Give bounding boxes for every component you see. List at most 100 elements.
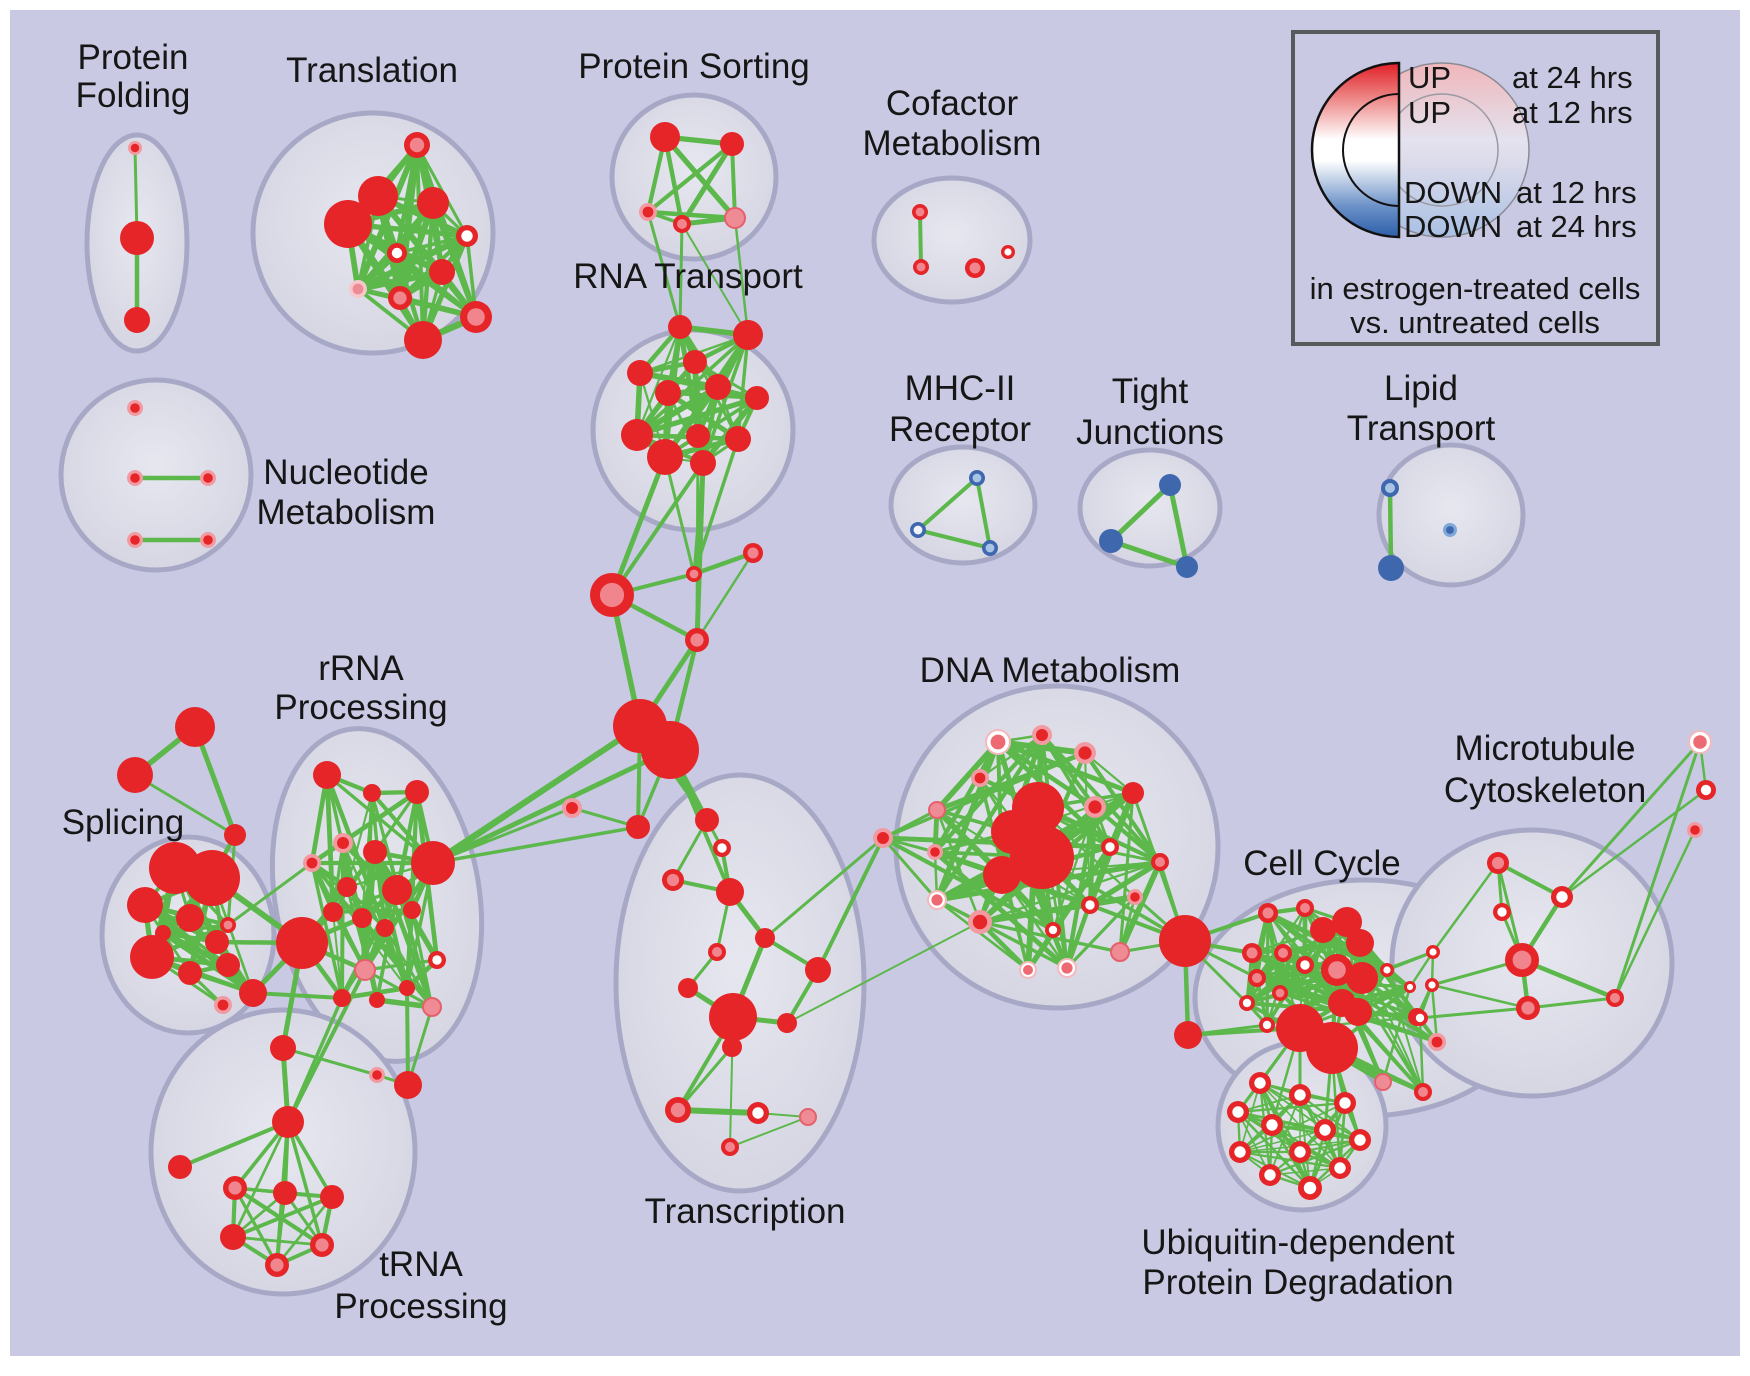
label-trna-processing: Processing — [334, 1287, 507, 1326]
node — [641, 721, 699, 779]
node-core — [461, 230, 473, 242]
edge — [286, 1120, 324, 1247]
node-core — [1036, 729, 1048, 741]
node-core — [130, 535, 140, 545]
edge — [1092, 804, 1163, 865]
node-core — [930, 847, 940, 857]
edge — [610, 461, 705, 597]
node — [358, 176, 398, 216]
legend-caption-0: in estrogen-treated cells — [1310, 271, 1641, 306]
node — [1346, 929, 1374, 957]
node — [983, 856, 1021, 894]
label-mhc-ii-receptor: Receptor — [889, 410, 1031, 449]
node-core — [725, 1142, 735, 1152]
node-core — [666, 873, 680, 887]
node-core — [972, 914, 988, 930]
node — [417, 187, 449, 219]
label-tight-junctions: Junctions — [1076, 413, 1224, 452]
node — [755, 928, 775, 948]
node-core — [1429, 948, 1437, 956]
label-cofactor-metabolism: Metabolism — [863, 124, 1042, 163]
edge — [1496, 861, 1564, 899]
node — [722, 1037, 742, 1057]
node — [1378, 555, 1404, 581]
label-splicing: Splicing — [62, 803, 185, 842]
node — [1332, 907, 1362, 937]
legend-row-4: DOWN — [1404, 175, 1502, 210]
node — [313, 761, 341, 789]
edge — [1560, 788, 1708, 899]
node-core — [1385, 483, 1395, 493]
edge — [1065, 895, 1137, 970]
cluster-tight-junctions — [1077, 447, 1223, 569]
node — [354, 959, 376, 981]
node — [1174, 1021, 1202, 1049]
cluster-lipid-transport — [1376, 442, 1526, 588]
node-core — [130, 403, 140, 413]
label-nucleotide-metabolism: Metabolism — [257, 493, 436, 532]
label-lipid-transport: Transport — [1347, 409, 1496, 448]
label-lipid-transport: Lipid — [1384, 369, 1458, 408]
cluster-trna-processing — [148, 1007, 418, 1297]
node-core — [130, 473, 140, 483]
edge — [275, 1191, 287, 1267]
node — [273, 1181, 297, 1205]
edge — [663, 455, 696, 576]
node-core — [1300, 903, 1310, 913]
edge — [133, 773, 237, 837]
edge — [681, 223, 749, 336]
edge — [178, 1120, 290, 1169]
edge — [1560, 740, 1702, 899]
edge — [395, 251, 478, 319]
edge — [1430, 983, 1439, 1044]
node — [725, 426, 751, 452]
edge — [637, 370, 760, 401]
edge — [1167, 482, 1190, 570]
edge — [231, 1120, 290, 1239]
node — [337, 877, 357, 897]
node — [678, 978, 698, 998]
node — [405, 780, 429, 804]
node-core — [972, 473, 982, 483]
label-microtubule-cytoskeleton: Cytoskeleton — [1444, 771, 1646, 810]
node — [369, 992, 385, 1008]
node — [686, 424, 710, 448]
edge — [231, 1195, 334, 1239]
edge — [675, 1107, 761, 1116]
label-ubiquitin-degradation: Ubiquitin-dependent — [1141, 1223, 1455, 1262]
node-core — [1085, 900, 1095, 910]
edge — [281, 1046, 379, 1077]
legend-box — [1291, 30, 1660, 346]
cluster-nucleotide-metabolism — [58, 377, 254, 573]
node-core — [315, 1238, 329, 1252]
node-core — [306, 857, 318, 869]
node — [130, 935, 174, 979]
edge — [1387, 485, 1394, 571]
edge — [286, 996, 344, 1124]
node — [655, 380, 681, 406]
node — [399, 980, 415, 996]
edge — [1108, 482, 1173, 544]
node-core — [1556, 891, 1568, 903]
label-protein-folding: Folding — [76, 76, 191, 115]
node — [1159, 915, 1211, 967]
edge — [645, 141, 735, 215]
edge — [763, 836, 885, 940]
node — [178, 961, 202, 985]
label-tight-junctions: Tight — [1112, 372, 1189, 411]
node-core — [990, 734, 1006, 750]
node — [394, 1071, 422, 1099]
edge — [431, 825, 640, 865]
node-core — [877, 832, 889, 844]
node — [690, 450, 716, 476]
node-core — [969, 262, 981, 274]
node-core — [1105, 842, 1115, 852]
node — [184, 850, 240, 906]
node — [382, 875, 412, 905]
node-core — [1254, 1077, 1266, 1089]
edge — [1418, 1006, 1530, 1020]
edge — [786, 921, 981, 1024]
node — [709, 993, 757, 1041]
legend-row-0: UP — [1408, 60, 1451, 95]
edge — [1298, 1093, 1362, 1142]
